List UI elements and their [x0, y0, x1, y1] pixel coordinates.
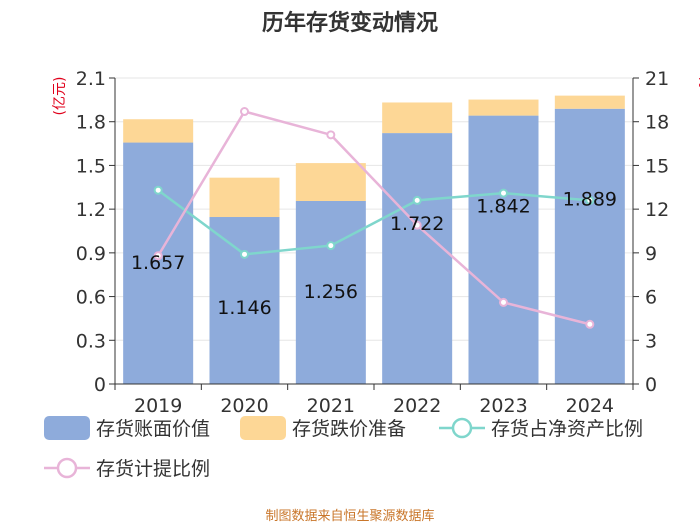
bar-impairment [468, 99, 539, 116]
point-provision-ratio [412, 220, 422, 230]
point-provision-ratio [499, 297, 508, 307]
right-tick-label: 9 [645, 243, 657, 265]
axes: 0 0.3 0.6 0.9 1.2 1.5 1.8 2.1 0 3 6 9 12 15 18 21 2019 20… [76, 68, 669, 417]
bar-group [123, 95, 625, 384]
point-provision-ratio [153, 251, 163, 261]
line-group [153, 107, 595, 329]
legend-swatch [44, 416, 90, 440]
source-note: 制图数据来自恒生聚源数据库 [265, 508, 434, 524]
legend-marker [451, 417, 473, 439]
point-net-asset-ratio [412, 195, 422, 205]
bar-book-value [554, 108, 625, 384]
data-label: 1.842 [476, 196, 530, 218]
x-tick-label: 2021 [307, 395, 355, 417]
point-provision-ratio [326, 130, 336, 140]
bar-book-value [209, 217, 280, 384]
bar-impairment [382, 102, 453, 134]
point-net-asset-ratio [585, 195, 595, 205]
right-tick-label: 18 [645, 112, 669, 134]
right-tick-label: 0 [645, 374, 657, 396]
point-provision-ratio [585, 319, 595, 329]
bar-impairment [123, 119, 194, 143]
bar-book-value [123, 142, 194, 384]
point-net-asset-ratio [499, 188, 508, 198]
legend-label: 存货账面价值 [96, 418, 210, 440]
left-tick-label: 2.1 [76, 68, 106, 90]
x-tick-label: 2019 [134, 395, 182, 417]
left-tick-label: 1.2 [76, 199, 106, 221]
right-tick-label: 6 [645, 287, 657, 309]
bar-book-value [468, 115, 539, 384]
bar-impairment [209, 177, 280, 218]
legend-label: 存货占净资产比例 [491, 418, 643, 440]
legend-swatch [240, 416, 286, 440]
right-tick-label: 21 [645, 68, 669, 90]
x-tick-label: 2024 [566, 395, 614, 417]
point-provision-ratio [240, 107, 249, 117]
right-tick-label: 3 [645, 330, 657, 352]
legend-label: 存货跌价准备 [292, 418, 406, 440]
line-provision-ratio [157, 110, 591, 326]
bar-impairment [554, 95, 625, 109]
x-tick-label: 2020 [220, 395, 268, 417]
left-tick-label: 0 [94, 374, 106, 396]
bar-impairment [295, 163, 366, 201]
data-label: 1.657 [131, 252, 185, 274]
bar-book-value [295, 200, 366, 384]
right-tick-label: 15 [645, 155, 669, 177]
bar-book-value [382, 133, 453, 384]
data-label: 1.722 [390, 213, 444, 235]
left-axis-unit: (亿元) [52, 77, 68, 116]
x-tick-label: 2023 [479, 395, 527, 417]
x-tick-label: 2022 [393, 395, 441, 417]
left-tick-label: 1.5 [76, 155, 106, 177]
point-net-asset-ratio [153, 185, 163, 195]
data-label: 1.889 [563, 189, 617, 211]
line-net-asset-ratio [157, 189, 590, 256]
left-tick-label: 1.8 [76, 112, 106, 134]
chart-title: 历年存货变动情况 [262, 10, 438, 36]
legend-label: 存货计提比例 [96, 458, 210, 480]
point-net-asset-ratio [240, 249, 249, 259]
data-labels: 1.657 1.146 1.256 1.722 1.842 1.889 [131, 189, 617, 319]
point-net-asset-ratio [326, 241, 336, 251]
data-label: 1.146 [217, 297, 271, 319]
left-tick-label: 0.6 [76, 287, 106, 309]
left-tick-label: 0.9 [76, 243, 106, 265]
right-axis-unit: % [695, 75, 700, 88]
data-label: 1.256 [304, 281, 358, 303]
legend-marker [56, 457, 78, 479]
left-tick-label: 0.3 [76, 330, 106, 352]
grid-lines [115, 77, 633, 341]
right-tick-label: 12 [645, 199, 669, 221]
